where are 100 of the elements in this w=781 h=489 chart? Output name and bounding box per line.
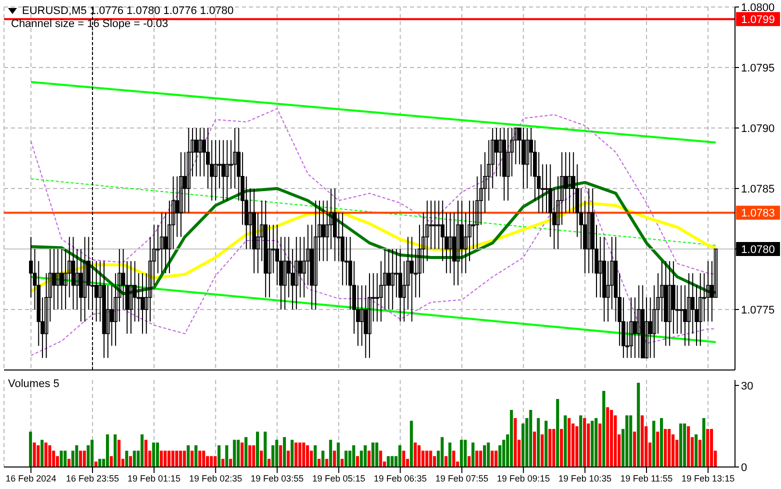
bar xyxy=(198,450,202,467)
ref-line-label: 1.0783 xyxy=(741,208,775,220)
bar xyxy=(468,456,471,467)
candlestick xyxy=(282,236,287,310)
candlestick xyxy=(506,128,510,202)
bar xyxy=(440,437,444,467)
bar xyxy=(710,428,713,467)
bar xyxy=(486,442,490,467)
bar xyxy=(448,442,452,467)
line-series xyxy=(30,186,716,356)
bar xyxy=(164,450,167,467)
bar xyxy=(598,424,602,467)
x-tick-label: 16 Feb 2024 xyxy=(6,473,56,484)
bar xyxy=(479,450,482,467)
bar xyxy=(29,432,32,467)
bar xyxy=(67,458,70,467)
bar xyxy=(464,440,467,467)
bar xyxy=(482,445,486,467)
bar xyxy=(32,442,36,467)
bar xyxy=(475,450,478,467)
y-tick-label: 30 xyxy=(741,380,754,392)
candlestick xyxy=(568,152,572,214)
bar xyxy=(90,440,94,467)
bar xyxy=(190,450,194,467)
bar xyxy=(336,442,340,467)
bar xyxy=(240,442,244,467)
candlestick xyxy=(498,128,502,177)
bar xyxy=(556,399,560,467)
bar xyxy=(514,418,517,467)
bar xyxy=(552,428,556,467)
bar xyxy=(386,456,390,467)
bar xyxy=(229,458,232,467)
bar xyxy=(36,445,40,467)
bar xyxy=(268,458,271,467)
candlestick xyxy=(294,236,298,310)
bar xyxy=(356,456,360,467)
bar xyxy=(294,442,298,467)
bar xyxy=(44,442,48,467)
bar xyxy=(79,450,82,467)
bar xyxy=(318,458,321,467)
bar xyxy=(490,450,494,467)
bar xyxy=(640,415,644,467)
bar xyxy=(175,450,178,467)
candlestick xyxy=(456,200,460,286)
ref-line-label: 1.0799 xyxy=(741,14,775,26)
candlestick xyxy=(386,248,391,310)
bar xyxy=(214,456,217,467)
bar xyxy=(510,410,513,467)
bar xyxy=(529,410,532,467)
bar xyxy=(683,424,686,467)
bar xyxy=(321,450,324,467)
bar xyxy=(256,432,260,467)
candlestick xyxy=(221,140,226,202)
bar xyxy=(540,434,544,467)
bar xyxy=(656,432,660,467)
bar xyxy=(125,450,128,467)
bar xyxy=(664,428,667,467)
bar xyxy=(460,440,463,467)
bar xyxy=(668,428,671,467)
bar xyxy=(329,440,332,467)
bar xyxy=(375,442,378,467)
bar xyxy=(606,407,610,467)
candlestick xyxy=(390,248,394,310)
bar xyxy=(64,450,67,467)
candlestick xyxy=(225,140,230,202)
bar xyxy=(379,450,382,467)
bar xyxy=(260,450,263,467)
bar xyxy=(402,450,406,467)
bar xyxy=(702,418,706,467)
line-series xyxy=(30,108,716,275)
bar xyxy=(494,450,498,467)
candlestick xyxy=(636,284,641,358)
bar xyxy=(636,382,640,467)
candlestick xyxy=(706,260,710,322)
candlestick xyxy=(525,128,530,189)
x-tick-label: 19 Feb 09:15 xyxy=(496,473,550,484)
bar xyxy=(279,445,282,467)
candlestick xyxy=(60,248,64,310)
bar xyxy=(144,440,148,467)
bar xyxy=(248,445,252,467)
bar xyxy=(706,428,710,467)
bar xyxy=(368,450,371,467)
candlestick xyxy=(629,296,634,358)
bar xyxy=(129,456,132,467)
bar xyxy=(302,442,306,467)
bar xyxy=(286,450,290,467)
bar xyxy=(264,432,267,467)
candlestick xyxy=(314,200,318,310)
candlestick xyxy=(160,212,164,274)
candlestick xyxy=(686,272,691,346)
x-tick-label: 19 Feb 05:15 xyxy=(312,473,366,484)
x-tick-label: 16 Feb 23:55 xyxy=(66,473,120,484)
candlestick xyxy=(198,128,202,177)
bar xyxy=(221,458,224,467)
bar xyxy=(579,415,582,467)
bar xyxy=(236,440,240,467)
bar xyxy=(210,456,213,467)
bar xyxy=(444,456,448,467)
bar xyxy=(590,420,594,467)
bar xyxy=(425,450,428,467)
